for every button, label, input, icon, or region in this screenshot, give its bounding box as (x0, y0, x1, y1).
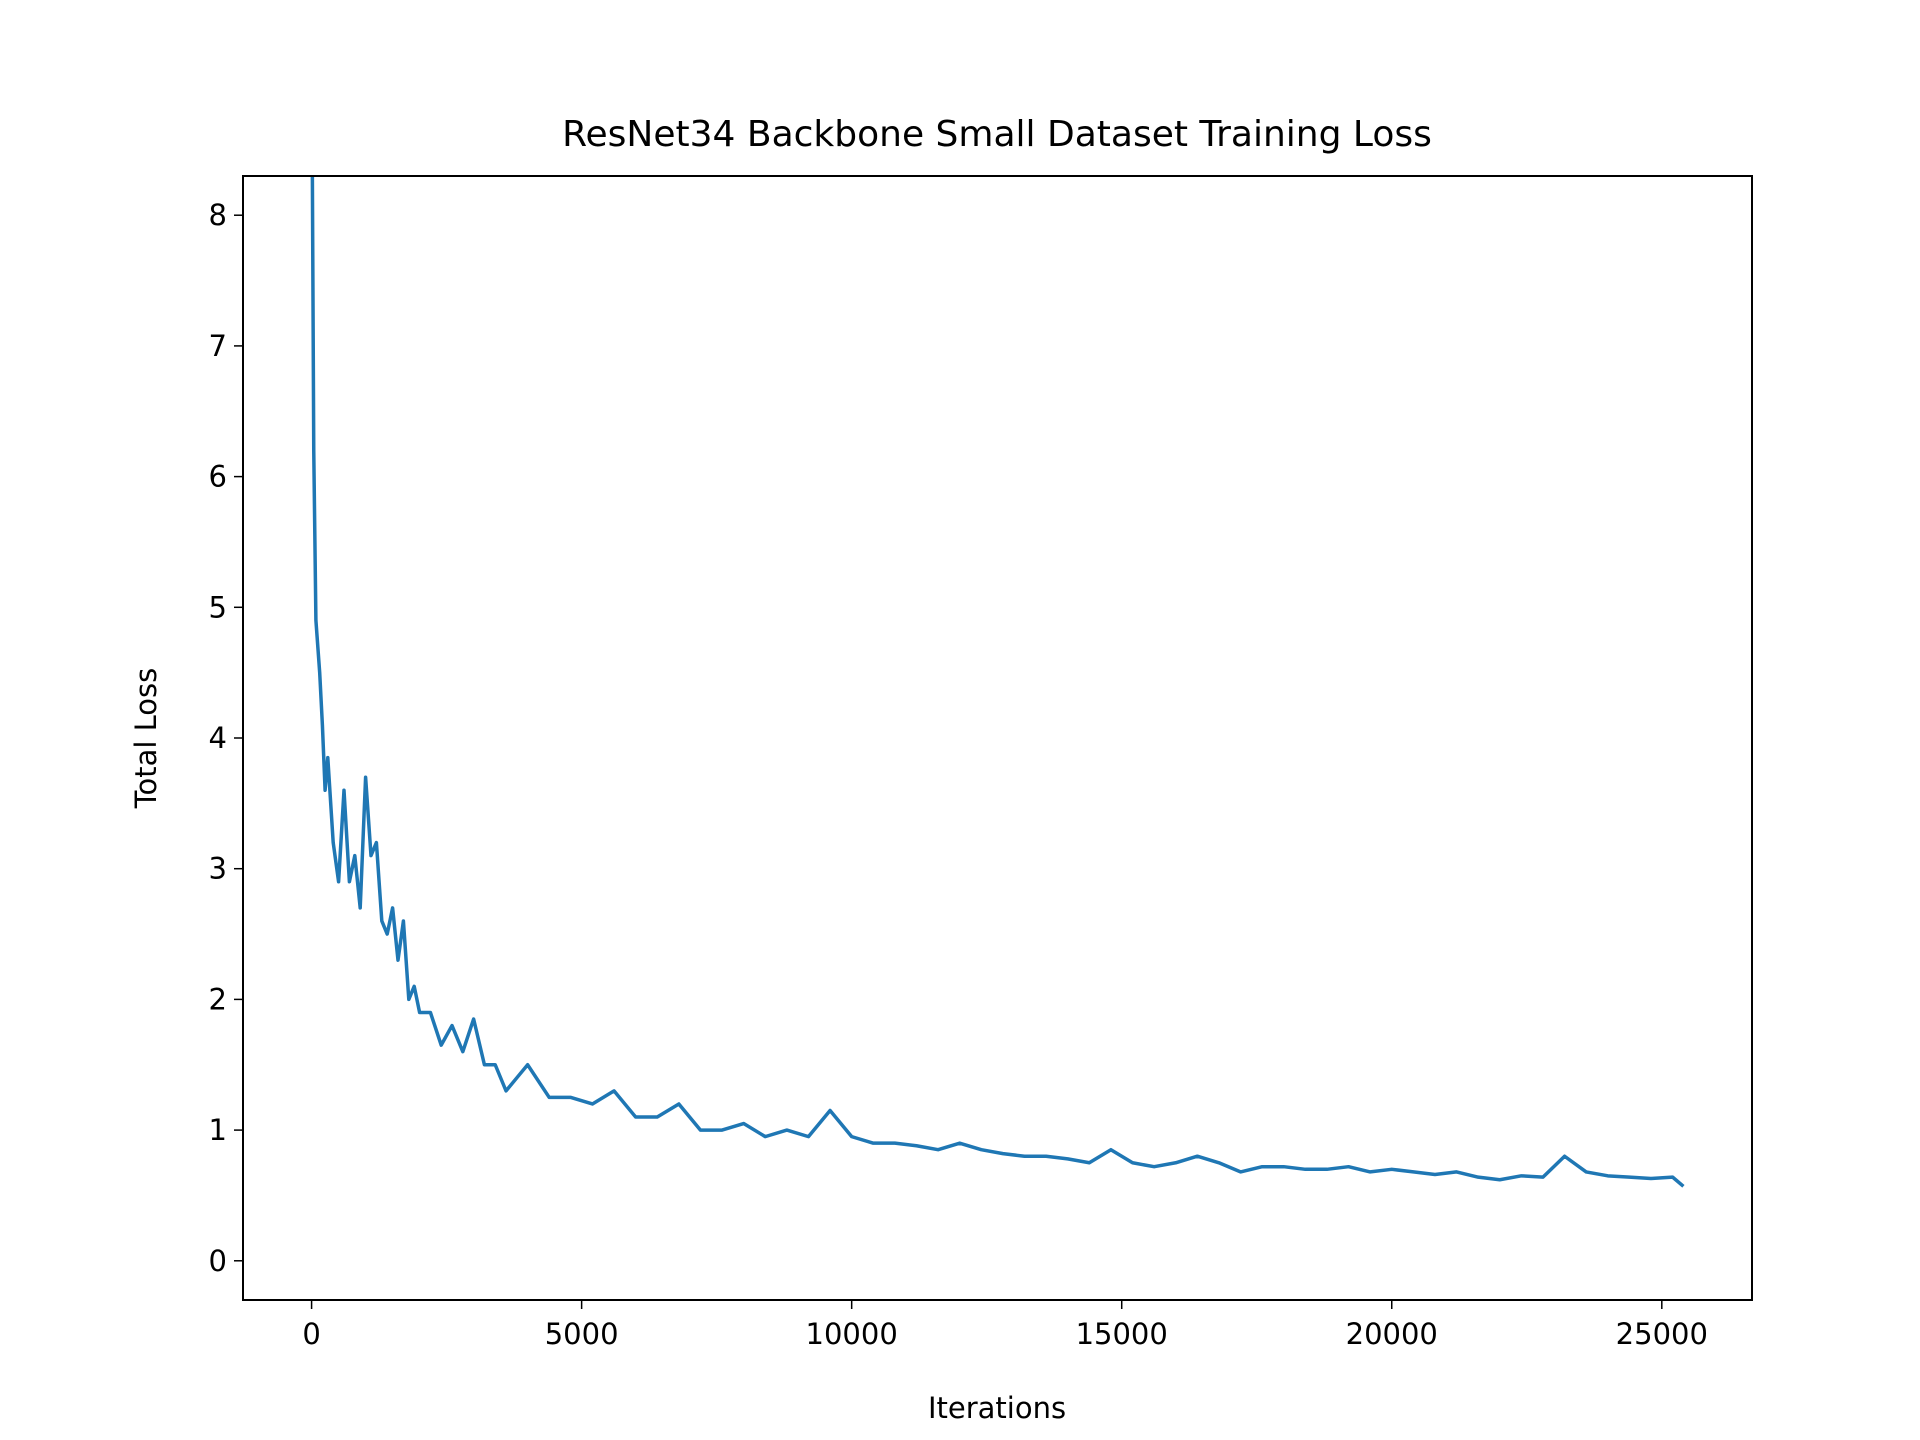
y-tick-label: 0 (209, 1244, 227, 1278)
plot-frame (242, 175, 1753, 1301)
y-tick-label: 6 (209, 460, 227, 494)
y-tick-label: 8 (209, 198, 227, 232)
x-tick-label: 0 (302, 1317, 320, 1351)
y-tick-label: 3 (209, 852, 227, 886)
y-tick-label: 7 (209, 329, 227, 363)
x-axis-label: Iterations (928, 1391, 1066, 1425)
loss-line (310, 176, 1685, 1188)
x-tick-label: 15000 (1076, 1317, 1168, 1351)
y-tick-label: 5 (209, 590, 227, 624)
x-tick-label: 25000 (1616, 1317, 1708, 1351)
x-tick-label: 5000 (545, 1317, 619, 1351)
y-axis-label: Total Loss (129, 668, 163, 810)
plot-area (310, 176, 1685, 1188)
x-tick-label: 20000 (1346, 1317, 1438, 1351)
y-tick-label: 4 (209, 721, 227, 755)
y-tick-label: 2 (209, 982, 227, 1016)
y-tick-label: 1 (209, 1113, 227, 1147)
x-tick-label: 10000 (806, 1317, 898, 1351)
chart-title: ResNet34 Backbone Small Dataset Training… (562, 114, 1432, 155)
